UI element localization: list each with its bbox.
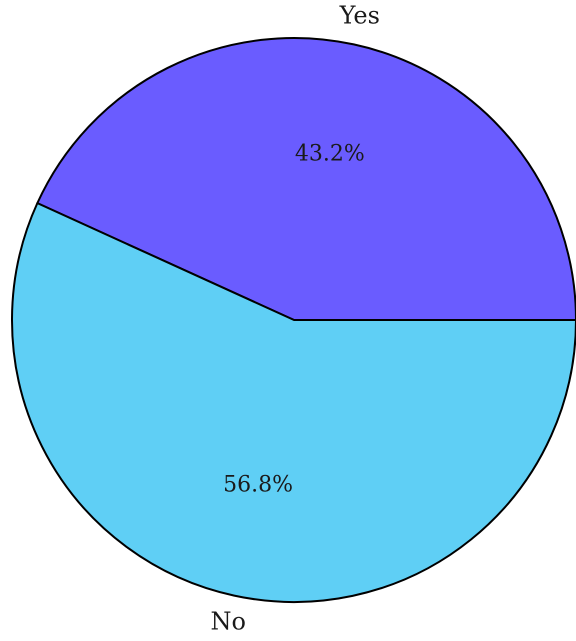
pie-slice-no [11,202,576,603]
labels-layer: 43.2% Yes 56.8% No [211,1,380,635]
pie-category-label-no: No [211,608,246,636]
pie-percent-label-yes: 43.2% [295,142,365,167]
pie-percent-label-no: 56.8% [223,472,293,497]
pie-category-label-yes: Yes [339,1,380,29]
pie-slice-yes [36,37,576,321]
slices-layer [11,37,576,603]
